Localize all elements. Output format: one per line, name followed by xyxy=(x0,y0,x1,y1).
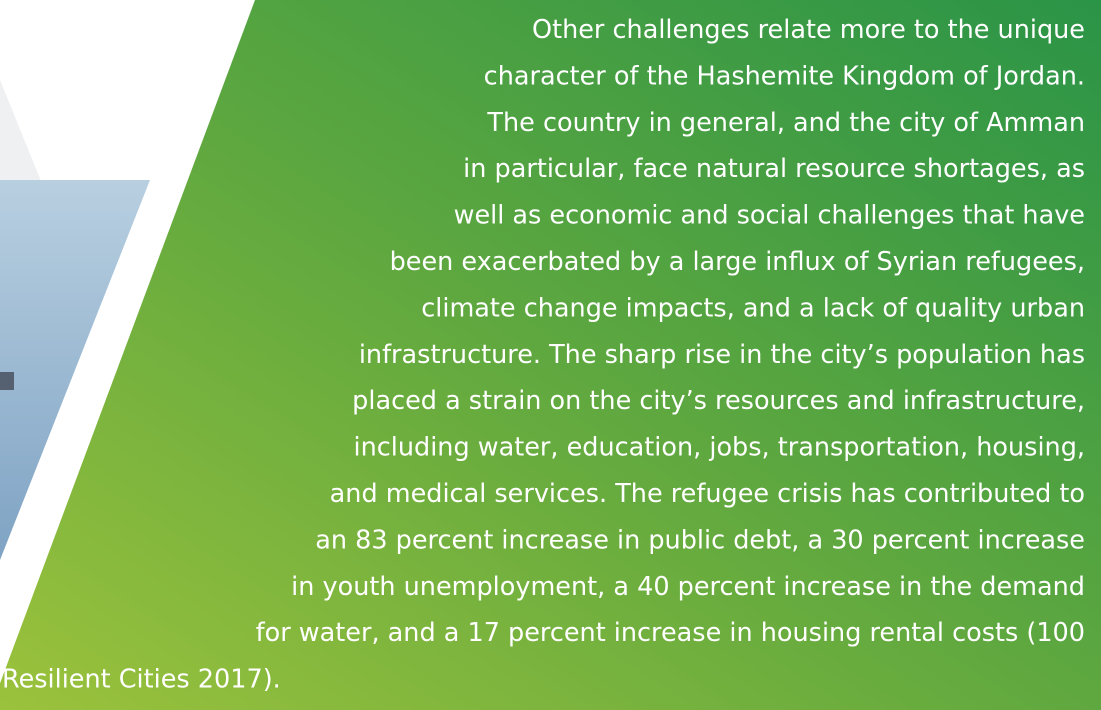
text-line: well as economic and social challenges t… xyxy=(454,201,1085,231)
text-line: Resilient Cities 2017). xyxy=(2,665,281,695)
text-line: infrastructure. The sharp rise in the ci… xyxy=(359,340,1085,370)
text-line: for water, and a 17 percent increase in … xyxy=(256,618,1085,648)
text-line: including water, education, jobs, transp… xyxy=(354,433,1085,463)
text-line: climate change impacts, and a lack of qu… xyxy=(421,293,1085,323)
photo xyxy=(0,180,150,560)
text-line: The country in general, and the city of … xyxy=(486,108,1085,138)
text-line: character of the Hashemite Kingdom of Jo… xyxy=(484,61,1085,91)
text-line: in particular, face natural resource sho… xyxy=(463,154,1085,184)
text-line: in youth unemployment, a 40 percent incr… xyxy=(291,572,1085,602)
paragraph: Other challenges relate more to the uniq… xyxy=(2,15,1085,695)
photo-object xyxy=(0,372,14,390)
text-line: Other challenges relate more to the uniq… xyxy=(532,15,1085,45)
text-line: and medical services. The refugee crisis… xyxy=(330,479,1085,509)
text-line: been exacerbated by a large influx of Sy… xyxy=(390,247,1085,277)
text-line: placed a strain on the city’s resources … xyxy=(352,386,1085,416)
text-line: an 83 percent increase in public debt, a… xyxy=(315,525,1085,555)
